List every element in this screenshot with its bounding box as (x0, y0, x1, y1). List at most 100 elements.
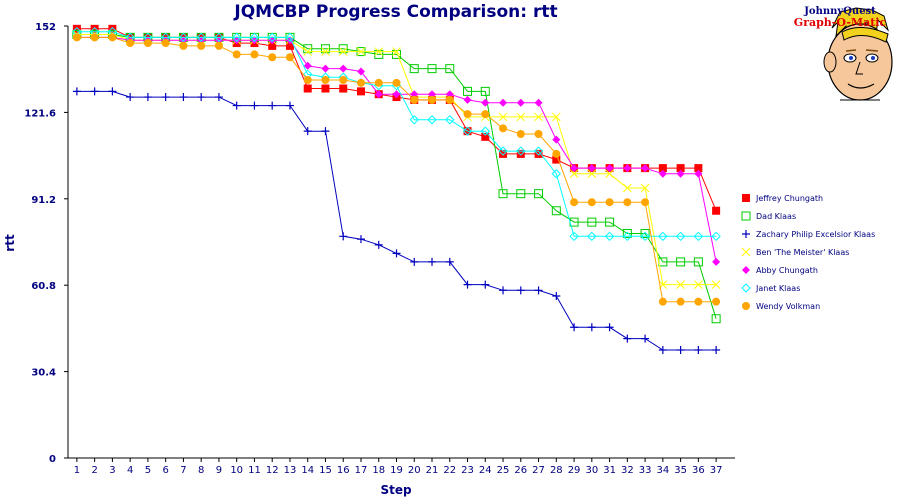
data-point (356, 87, 365, 96)
data-point (605, 217, 615, 227)
data-point (481, 132, 490, 141)
legend-label: Janet Klaas (755, 284, 800, 293)
data-point (658, 346, 667, 354)
data-point (268, 41, 277, 50)
data-point (339, 84, 348, 93)
x-tick-label: 1 (74, 465, 80, 476)
data-point (321, 76, 330, 84)
data-point (232, 50, 241, 59)
x-tick-label: 13 (284, 465, 297, 476)
data-point (551, 206, 561, 216)
data-point (481, 280, 490, 289)
x-tick-label: 25 (497, 465, 510, 476)
data-point (197, 41, 206, 50)
data-point (570, 198, 579, 207)
data-point (480, 126, 490, 136)
data-point (658, 169, 667, 178)
x-tick-label: 29 (568, 465, 581, 476)
data-point (534, 130, 543, 138)
data-point (498, 146, 508, 156)
x-tick-label: 11 (248, 465, 261, 476)
data-point (658, 231, 668, 242)
data-point (676, 164, 685, 173)
data-point (622, 228, 632, 238)
data-point (427, 115, 437, 125)
x-axis-title: Step (380, 483, 412, 497)
data-point (534, 149, 543, 158)
x-tick-label: 18 (372, 465, 385, 476)
data-point (640, 183, 650, 193)
data-point (516, 98, 525, 107)
data-point (694, 280, 703, 289)
data-point (694, 297, 703, 306)
legend-label: Dad Klaas (756, 212, 796, 221)
data-point (374, 49, 384, 59)
data-point (285, 53, 294, 62)
data-point (428, 90, 437, 99)
data-point (694, 169, 703, 178)
data-point (90, 24, 99, 33)
x-tick-label: 7 (180, 465, 186, 476)
data-point (623, 334, 632, 343)
data-point (196, 32, 206, 43)
data-point (445, 64, 455, 74)
x-tick-label: 31 (603, 465, 616, 476)
y-tick-label: 91.2 (31, 195, 56, 206)
data-point (623, 198, 632, 207)
x-tick-label: 32 (621, 465, 634, 476)
data-point (445, 115, 455, 125)
data-point (108, 87, 117, 96)
data-point (356, 67, 365, 76)
data-point (72, 24, 81, 33)
x-tick-label: 24 (479, 465, 492, 476)
data-point (676, 257, 686, 267)
data-point (499, 124, 508, 133)
data-point (498, 112, 508, 122)
data-point (197, 36, 206, 45)
x-tick-label: 22 (443, 465, 456, 476)
data-point (303, 127, 312, 136)
data-point (675, 231, 686, 242)
legend-marker (742, 266, 750, 274)
data-point (392, 47, 401, 56)
data-point (231, 32, 242, 43)
data-point (303, 61, 312, 70)
data-point (268, 53, 277, 62)
data-point (463, 95, 472, 104)
data-point (72, 87, 81, 96)
legend: Jeffrey Chungath Dad Klaas Zachary Philip … (741, 194, 875, 311)
data-point (249, 32, 260, 43)
data-point (320, 44, 330, 54)
data-point (516, 189, 526, 199)
data-point (463, 86, 473, 96)
data-point (232, 36, 241, 45)
x-tick-label: 6 (162, 465, 168, 476)
data-point (126, 93, 135, 102)
data-point (711, 314, 721, 324)
data-point (462, 126, 473, 136)
data-point (72, 33, 81, 42)
data-point (605, 169, 614, 179)
data-point (126, 39, 135, 48)
data-point (622, 183, 632, 193)
data-point (410, 95, 419, 104)
data-point (693, 231, 704, 242)
data-point (552, 292, 561, 300)
data-point (268, 101, 277, 110)
data-point (711, 231, 721, 242)
series-6 (72, 33, 721, 306)
x-tick-label: 20 (408, 465, 421, 476)
data-point (534, 189, 544, 199)
data-point (90, 33, 99, 42)
data-point (250, 36, 259, 45)
series-line (76, 90, 717, 351)
legend-label: Zachary Philip Excelsior Klaas (756, 230, 875, 239)
data-point (569, 169, 579, 179)
x-tick-label: 3 (109, 465, 115, 476)
series-line (76, 36, 717, 262)
data-point (694, 164, 703, 173)
data-point (587, 198, 596, 207)
x-tick-label: 15 (319, 465, 332, 476)
data-point (463, 280, 472, 289)
